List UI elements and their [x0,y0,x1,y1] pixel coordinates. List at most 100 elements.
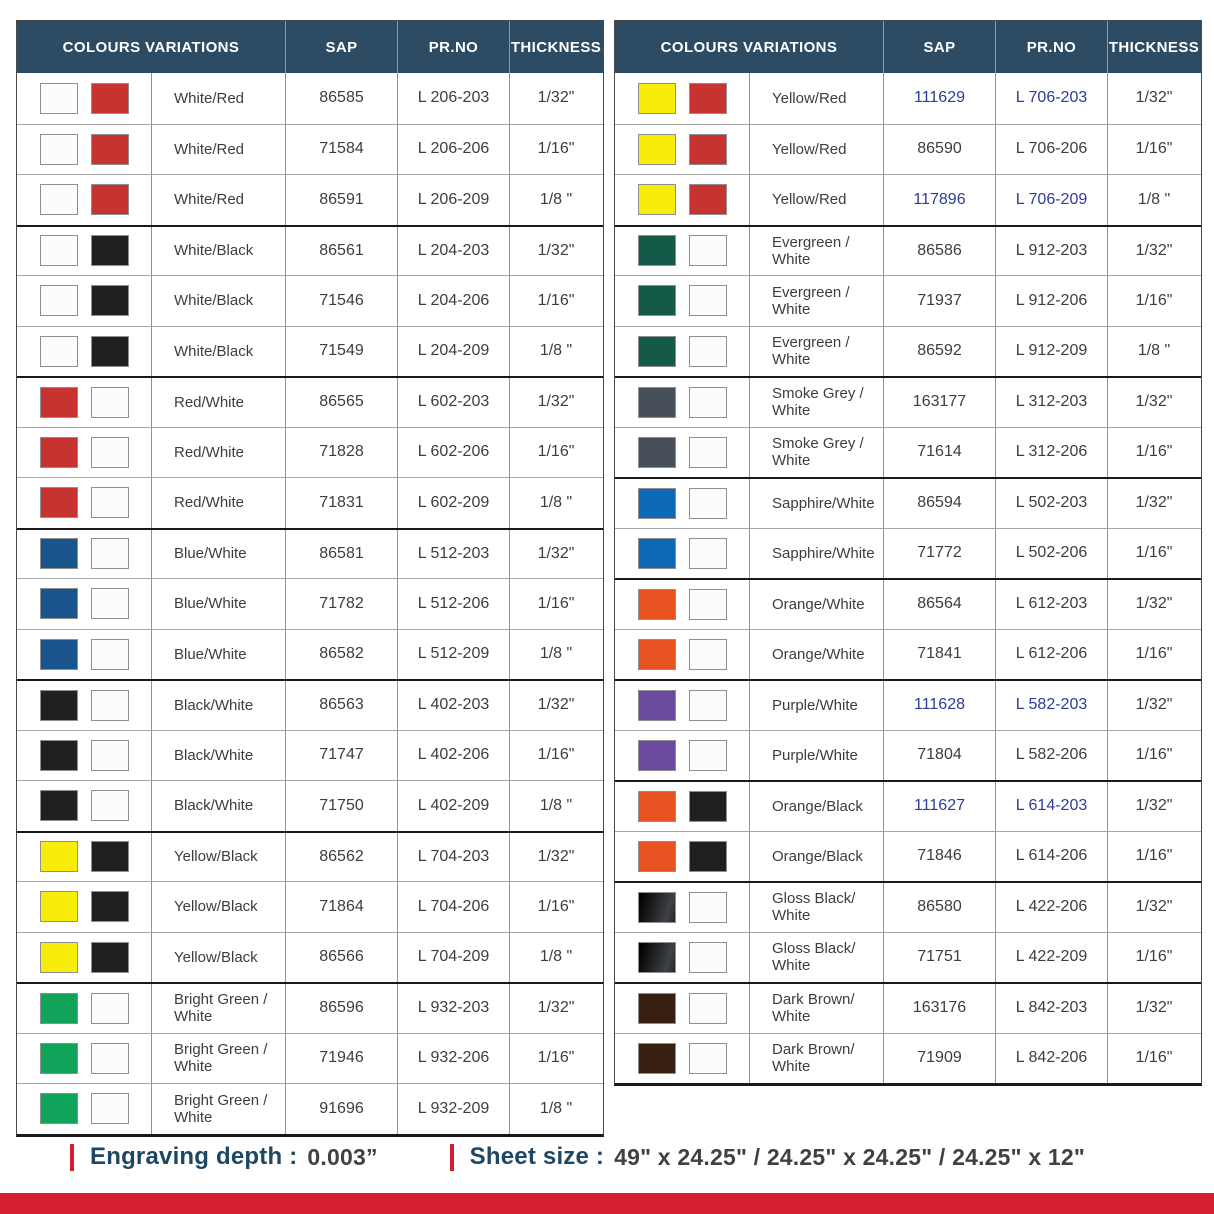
swatch-cell [17,984,152,1033]
table-row: Black/White 86563 L 402-203 1/32" [17,679,603,730]
swatch-cell [615,580,750,629]
pr-number: L 206-209 [398,175,510,225]
table-row: Bright Green / White 91696 L 932-209 1/8 " [17,1083,603,1134]
color-swatch-yellow [40,941,78,973]
color-swatch-white [689,739,727,771]
swatch-cell [615,427,750,477]
table-row: Yellow/Black 71864 L 704-206 1/16" [17,881,603,932]
color-swatch-black [40,739,78,771]
colour-name: Orange/Black [750,831,884,881]
pr-number[interactable]: L 614-203 [996,782,1108,831]
thickness-value: 1/16" [1135,847,1173,865]
color-swatch-white [689,487,727,519]
colour-name: Red/White [152,478,286,528]
thickness-value: 1/8 " [539,1099,573,1117]
table-row: Evergreen / White 86586 L 912-203 1/32" [615,224,1201,275]
sheet-size-label: Sheet size : [469,1143,605,1170]
pr-number[interactable]: L 706-209 [996,175,1108,225]
colour-name: Gloss Black/ White [750,883,884,932]
swatch-cell [17,932,152,982]
table-row: Yellow/Black 86566 L 704-209 1/8 " [17,931,603,982]
color-swatch-white [91,689,129,721]
table-row: Dark Brown/ White 163176 L 842-203 1/32" [615,982,1201,1033]
colour-name: Orange/White [750,580,884,629]
table-row: White/Red 71584 L 206-206 1/16" [17,123,603,174]
colour-name: White/Red [152,73,286,124]
colour-name: White/Black [152,276,286,326]
color-swatch-white [91,992,129,1024]
colour-name: Purple/White [750,730,884,780]
color-swatch-yellow [638,82,676,114]
color-swatch-red [40,386,78,418]
pr-number: L 912-206 [996,276,1108,326]
colour-name: White/Black [152,226,286,275]
swatch-cell [615,326,750,376]
sap-number[interactable]: 111629 [884,73,996,124]
thickness-value: 1/32" [1135,393,1173,411]
table-row: Smoke Grey / White 163177 L 312-203 1/32" [615,376,1201,427]
color-swatch-white [91,638,129,670]
color-swatch-white [689,1042,727,1074]
pr-number: L 706-206 [996,124,1108,174]
pr-number: L 512-206 [398,579,510,629]
pr-number: L 204-206 [398,276,510,326]
table-row: White/Red 86591 L 206-209 1/8 " [17,174,603,225]
table-row: White/Black 71549 L 204-209 1/8 " [17,325,603,376]
color-swatch-black [91,891,129,923]
sap-number[interactable]: 111627 [884,782,996,831]
column-header-prno: PR.NO [398,21,510,73]
column-header-thickness: THICKNESS [1108,38,1200,56]
table-row: Yellow/Red 117896 L 706-209 1/8 " [615,174,1201,225]
thickness-value: 1/16" [537,140,575,158]
colour-name: Purple/White [750,681,884,730]
column-header-thickness: THICKNESS [510,38,602,56]
swatch-cell [17,529,152,578]
color-swatch-red [689,82,727,114]
thickness-value: 1/16" [537,1049,575,1067]
color-swatch-evergreen [638,335,676,367]
color-swatch-evergreen [638,285,676,317]
pr-number: L 204-209 [398,326,510,376]
swatch-cell [615,629,750,679]
pr-number[interactable]: L 706-203 [996,73,1108,124]
color-swatch-evergreen [638,235,676,267]
color-swatch-white [91,588,129,620]
colour-name: Yellow/Black [152,882,286,932]
color-swatch-white [689,537,727,569]
table-row: Smoke Grey / White 71614 L 312-206 1/16" [615,426,1201,477]
pr-number: L 502-203 [996,479,1108,528]
pr-number: L 502-206 [996,528,1108,578]
color-swatch-white [689,588,727,620]
thickness-value: 1/32" [537,999,575,1017]
color-swatch-black [91,285,129,317]
colour-name: White/Red [152,175,286,225]
sap-number[interactable]: 117896 [884,175,996,225]
color-swatch-white [91,1042,129,1074]
engraving-depth-label: Engraving depth : [90,1143,298,1170]
thickness-value: 1/8 " [539,342,573,360]
table-row: Evergreen / White 71937 L 912-206 1/16" [615,275,1201,326]
sap-number: 71937 [884,276,996,326]
color-swatch-white [91,386,129,418]
table-row: Orange/Black 71846 L 614-206 1/16" [615,830,1201,881]
color-swatch-white [40,285,78,317]
color-swatch-white [40,235,78,267]
table-row: White/Black 86561 L 204-203 1/32" [17,224,603,275]
color-swatch-red [40,436,78,468]
sap-number[interactable]: 111628 [884,681,996,730]
pr-number: L 602-209 [398,478,510,528]
colour-name: Gloss Black/ White [750,932,884,982]
color-swatch-yellow [40,891,78,923]
swatch-cell [17,276,152,326]
thickness-value: 1/32" [537,847,575,865]
thickness-value: 1/16" [1135,140,1173,158]
pr-number[interactable]: L 582-203 [996,681,1108,730]
swatch-cell [615,175,750,225]
sap-number: 71782 [286,579,398,629]
colour-name: Blue/White [152,629,286,679]
color-swatch-bright-green [40,1093,78,1125]
swatch-cell [17,175,152,225]
table-row: Red/White 71831 L 602-209 1/8 " [17,477,603,528]
swatch-cell [615,984,750,1033]
